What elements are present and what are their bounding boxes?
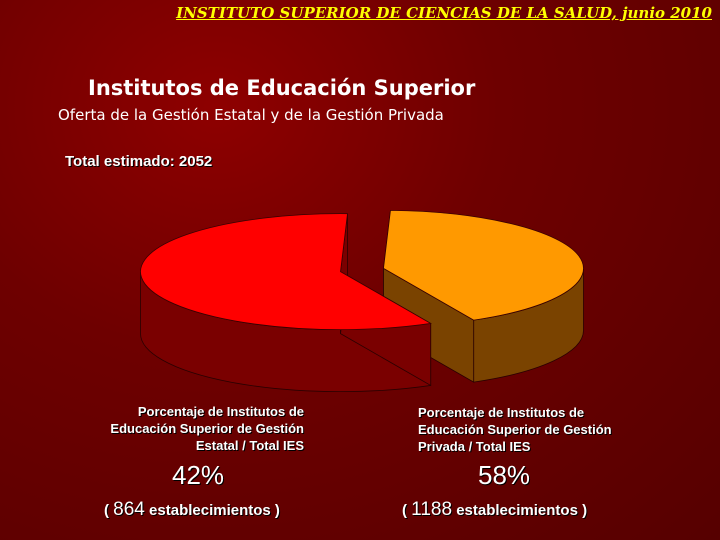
count-privada-text: establecimientos ) xyxy=(456,502,588,519)
count-estatal-text: establecimientos ) xyxy=(149,502,280,519)
slice-label-privada: Porcentaje de Institutos de Educación Su… xyxy=(418,405,612,454)
count-privada-value: 1188 xyxy=(411,499,453,520)
slide-subtitle: Oferta de la Gestión Estatal y de la Ges… xyxy=(58,106,444,124)
total-estimate: Total estimado: 2052 xyxy=(65,153,212,170)
slice-label-estatal: Porcentaje de Institutos de Educación Su… xyxy=(110,404,304,453)
count-privada: ( 1188 establecimientos ) xyxy=(402,499,587,521)
count-estatal: ( 864 establecimientos ) xyxy=(104,499,280,521)
percent-estatal: 42% xyxy=(172,460,225,490)
total-label: Total estimado: xyxy=(65,153,175,170)
total-value: 2052 xyxy=(178,153,213,170)
pie-slice-estatal xyxy=(383,209,584,321)
percent-privada: 58% xyxy=(478,460,531,490)
count-estatal-open: ( xyxy=(104,502,109,519)
institution-header: INSTITUTO SUPERIOR DE CIENCIAS DE LA SAL… xyxy=(176,4,712,22)
slide-title: Institutos de Educación Superior xyxy=(88,76,476,100)
count-privada-open: ( xyxy=(402,502,407,519)
count-estatal-value: 864 xyxy=(113,499,145,520)
pie-slice-privada xyxy=(140,213,432,331)
